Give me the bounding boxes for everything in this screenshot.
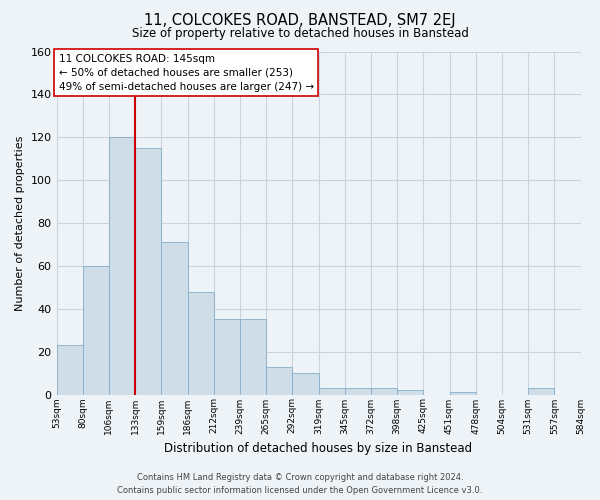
Text: 11, COLCOKES ROAD, BANSTEAD, SM7 2EJ: 11, COLCOKES ROAD, BANSTEAD, SM7 2EJ	[144, 12, 456, 28]
Bar	[83, 266, 109, 394]
Bar	[266, 366, 292, 394]
Bar	[161, 242, 188, 394]
Bar	[345, 388, 371, 394]
Text: Contains HM Land Registry data © Crown copyright and database right 2024.
Contai: Contains HM Land Registry data © Crown c…	[118, 474, 482, 495]
Bar	[135, 148, 161, 394]
Bar	[319, 388, 345, 394]
Bar	[449, 392, 476, 394]
Bar	[188, 292, 214, 395]
Bar	[371, 388, 397, 394]
Bar	[214, 320, 240, 394]
Bar	[292, 373, 319, 394]
Text: 11 COLCOKES ROAD: 145sqm
← 50% of detached houses are smaller (253)
49% of semi-: 11 COLCOKES ROAD: 145sqm ← 50% of detach…	[59, 54, 314, 92]
Bar	[56, 345, 83, 395]
Bar	[109, 138, 135, 394]
Y-axis label: Number of detached properties: Number of detached properties	[15, 136, 25, 310]
Bar	[528, 388, 554, 394]
X-axis label: Distribution of detached houses by size in Banstead: Distribution of detached houses by size …	[164, 442, 473, 455]
Text: Size of property relative to detached houses in Banstead: Size of property relative to detached ho…	[131, 28, 469, 40]
Bar	[397, 390, 424, 394]
Bar	[240, 320, 266, 394]
